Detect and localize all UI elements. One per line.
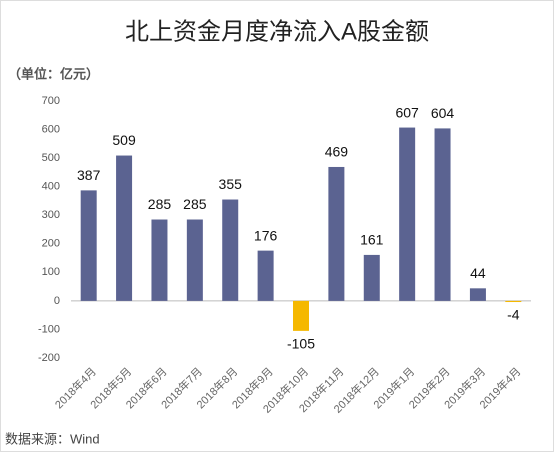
y-tick-label: 0 xyxy=(54,295,60,307)
chart-title: 北上资金月度净流入A股金额 xyxy=(125,18,429,45)
bar xyxy=(151,219,168,301)
value-label: -105 xyxy=(287,336,315,352)
bar xyxy=(363,254,380,301)
y-tick-label: 400 xyxy=(42,181,60,193)
bar xyxy=(505,300,522,303)
bar xyxy=(399,127,416,301)
value-label: 285 xyxy=(148,196,172,212)
bar xyxy=(328,166,345,301)
value-label: 387 xyxy=(77,167,101,183)
bar xyxy=(186,219,203,301)
bar xyxy=(80,190,97,301)
bar xyxy=(257,250,274,301)
value-label: 604 xyxy=(431,105,455,121)
value-label: 161 xyxy=(360,232,384,248)
y-tick-label: 700 xyxy=(42,95,60,107)
value-label: 355 xyxy=(219,176,243,192)
y-tick-label: 200 xyxy=(42,238,60,250)
y-tick-label: 600 xyxy=(42,123,60,135)
y-tick-label: -200 xyxy=(38,352,60,364)
unit-label: （单位：亿元） xyxy=(8,66,99,81)
y-tick-label: 300 xyxy=(42,209,60,221)
value-label: 509 xyxy=(112,132,136,148)
value-label: 44 xyxy=(470,265,486,281)
y-tick-label: 100 xyxy=(42,266,60,278)
bar xyxy=(469,288,486,301)
value-label: 285 xyxy=(183,196,207,212)
value-label: -4 xyxy=(507,307,520,323)
value-label: 176 xyxy=(254,227,278,243)
bar xyxy=(434,128,451,301)
y-tick-label: -100 xyxy=(38,323,60,335)
bar xyxy=(293,300,309,331)
y-tick-label: 500 xyxy=(42,152,60,164)
value-label: 469 xyxy=(325,144,349,160)
source: 数据来源：Wind xyxy=(5,431,100,446)
bar xyxy=(116,155,133,301)
value-label: 607 xyxy=(395,104,419,120)
bar xyxy=(222,199,239,301)
